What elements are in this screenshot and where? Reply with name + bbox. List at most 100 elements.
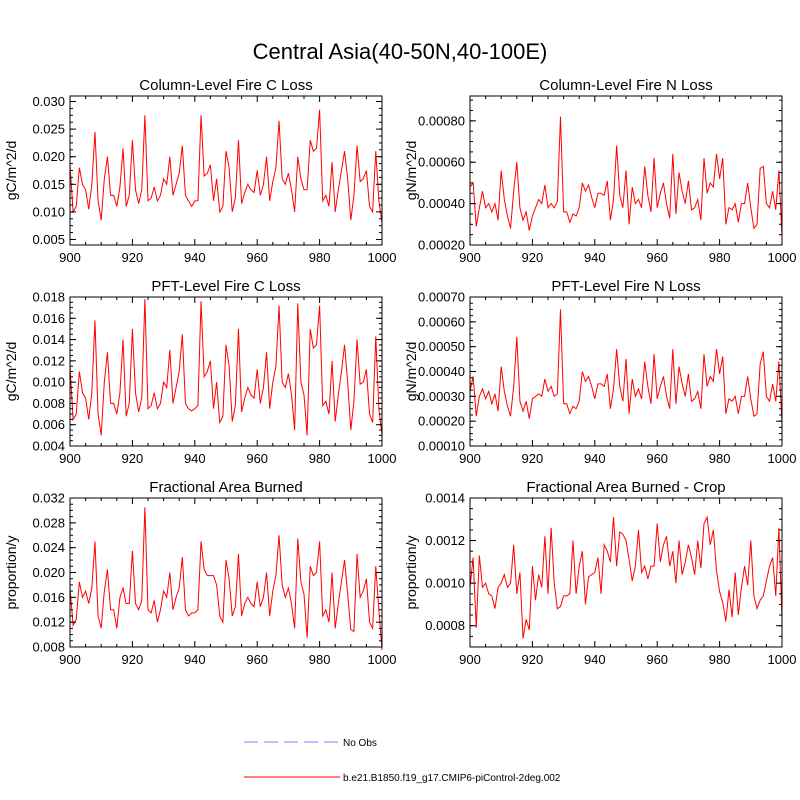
figure-title: Central Asia(40-50N,40-100E) (253, 39, 548, 64)
series-line (69, 109, 383, 223)
x-tick-label: 960 (246, 652, 268, 667)
y-tick-label: 0.0010 (425, 576, 465, 591)
y-tick-label: 0.00080 (418, 113, 465, 128)
y-tick-label: 0.020 (32, 565, 65, 580)
x-tick-label: 980 (709, 250, 731, 265)
panel-2: Column-Level Fire N Loss gN/m^2/d 900 920 94… (403, 77, 796, 265)
x-tick-label: 900 (459, 451, 481, 466)
y-tick-label: 0.020 (32, 149, 65, 164)
plot-frame (69, 296, 383, 447)
x-tick-label: 1000 (768, 451, 797, 466)
panel-3: PFT-Level Fire C Loss gC/m^2/d 900 920 940 96… (3, 278, 396, 466)
x-tick-label: 900 (459, 652, 481, 667)
x-tick-label: 940 (584, 652, 606, 667)
plot-frame (69, 95, 383, 246)
x-tick-label: 900 (59, 451, 81, 466)
x-tick-label: 960 (646, 652, 668, 667)
x-tick-label: 900 (59, 250, 81, 265)
y-tick-label: 0.012 (32, 615, 65, 630)
y-tick-label: 0.0008 (425, 618, 465, 633)
series-line (469, 116, 783, 237)
x-tick-label: 1000 (768, 250, 797, 265)
x-tick-label: 980 (309, 652, 331, 667)
x-tick-label: 960 (646, 250, 668, 265)
x-tick-label: 960 (246, 250, 268, 265)
y-tick-label: 0.005 (32, 232, 65, 247)
legend: No Obs b.e21.B1850.f19_g17.CMIP6-piContr… (244, 738, 561, 784)
x-tick-label: 920 (122, 250, 144, 265)
y-tick-label: 0.004 (32, 439, 65, 454)
x-tick-label: 1000 (768, 652, 797, 667)
y-tick-label: 0.00070 (418, 290, 465, 305)
y-tick-label: 0.025 (32, 122, 65, 137)
legend-no-obs-label: No Obs (343, 738, 377, 749)
panel-title: Column-Level Fire C Loss (139, 77, 312, 94)
x-tick-label: 980 (309, 451, 331, 466)
series-line (469, 515, 783, 639)
y-tick-label: 0.030 (32, 94, 65, 109)
y-tick-label: 0.00060 (418, 155, 465, 170)
y-tick-label: 0.006 (32, 417, 65, 432)
y-tick-label: 0.00010 (418, 439, 465, 454)
x-tick-label: 900 (459, 250, 481, 265)
y-tick-label: 0.010 (32, 204, 65, 219)
x-tick-label: 940 (184, 451, 206, 466)
x-tick-label: 940 (584, 451, 606, 466)
y-tick-label: 0.012 (32, 353, 65, 368)
panel-4: PFT-Level Fire N Loss gN/m^2/d 900 920 940 96… (403, 278, 796, 466)
x-tick-label: 960 (246, 451, 268, 466)
y-tick-label: 0.00020 (418, 238, 465, 253)
y-tick-label: 0.00040 (418, 196, 465, 211)
y-axis-label: proportion/y (3, 536, 19, 610)
y-axis-label: gC/m^2/d (3, 141, 19, 200)
panel-title: Fractional Area Burned (149, 479, 302, 496)
y-tick-label: 0.010 (32, 375, 65, 390)
x-tick-label: 1000 (368, 250, 397, 265)
series-line (69, 299, 383, 436)
y-tick-label: 0.00020 (418, 414, 465, 429)
y-tick-label: 0.0012 (425, 533, 465, 548)
x-tick-label: 920 (522, 652, 544, 667)
y-tick-label: 0.008 (32, 396, 65, 411)
series-line (69, 507, 383, 651)
x-tick-label: 940 (184, 652, 206, 667)
y-tick-label: 0.016 (32, 590, 65, 605)
x-tick-label: 980 (309, 250, 331, 265)
y-axis-label: proportion/y (403, 536, 419, 610)
y-tick-label: 0.016 (32, 311, 65, 326)
y-tick-label: 0.00050 (418, 339, 465, 354)
x-tick-label: 980 (709, 652, 731, 667)
panel-1: Column-Level Fire C Loss gC/m^2/d 900 920 94… (3, 77, 396, 265)
y-tick-label: 0.024 (32, 540, 65, 555)
panel-title: Column-Level Fire N Loss (539, 77, 712, 94)
y-axis-label: gN/m^2/d (403, 141, 419, 200)
x-tick-label: 1000 (368, 652, 397, 667)
y-tick-label: 0.015 (32, 177, 65, 192)
x-tick-label: 920 (522, 451, 544, 466)
panel-title: Fractional Area Burned - Crop (526, 479, 725, 496)
legend-model-label: b.e21.B1850.f19_g17.CMIP6-piControl-2deg… (343, 773, 561, 784)
panel-title: PFT-Level Fire C Loss (151, 278, 300, 295)
x-tick-label: 920 (122, 652, 144, 667)
x-tick-label: 1000 (368, 451, 397, 466)
y-tick-label: 0.0014 (425, 491, 465, 506)
y-axis-label: gN/m^2/d (403, 342, 419, 401)
x-tick-label: 960 (646, 451, 668, 466)
y-tick-label: 0.00060 (418, 314, 465, 329)
y-axis-label: gC/m^2/d (3, 342, 19, 401)
panel-title: PFT-Level Fire N Loss (551, 278, 700, 295)
panel-5: Fractional Area Burned proportion/y 900 920… (3, 479, 396, 667)
panel-6: Fractional Area Burned - Crop proportion/… (403, 479, 796, 667)
x-tick-label: 920 (522, 250, 544, 265)
y-tick-label: 0.018 (32, 290, 65, 305)
y-tick-label: 0.00040 (418, 364, 465, 379)
y-tick-label: 0.028 (32, 515, 65, 530)
x-tick-label: 900 (59, 652, 81, 667)
plot-frame (469, 296, 783, 447)
y-tick-label: 0.008 (32, 640, 65, 655)
y-tick-label: 0.014 (32, 332, 65, 347)
y-tick-label: 0.032 (32, 491, 65, 506)
x-tick-label: 940 (584, 250, 606, 265)
series-line (469, 309, 783, 424)
